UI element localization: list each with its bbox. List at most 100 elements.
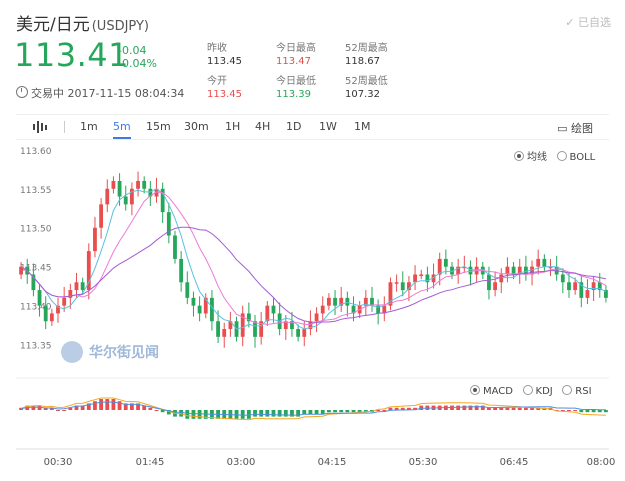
tab-1w[interactable]: 1W xyxy=(319,120,337,133)
macd-bar xyxy=(43,407,48,410)
candle-body xyxy=(19,266,23,275)
candle-body xyxy=(573,282,578,291)
candle-body xyxy=(376,305,381,314)
macd-bar xyxy=(253,410,257,417)
macd-bar xyxy=(117,401,122,410)
candle-body xyxy=(363,297,368,306)
macd-bar xyxy=(185,410,190,419)
candle-body xyxy=(271,305,276,314)
y-tick-label: 113.40 xyxy=(20,303,52,313)
tab-1h[interactable]: 1H xyxy=(225,120,241,133)
tab-1m[interactable]: 1m xyxy=(80,120,98,133)
macd-dif-line xyxy=(20,397,606,421)
candle-body xyxy=(216,321,220,337)
stat-5: 52周最低 107.32 xyxy=(345,75,388,101)
candlestick-icon[interactable] xyxy=(32,120,48,134)
macd-bar xyxy=(388,407,393,410)
legend-kdj[interactable]: KDJ xyxy=(522,385,553,397)
candle-body xyxy=(505,266,510,275)
macd-bar xyxy=(74,405,79,410)
macd-bar xyxy=(259,410,264,417)
candle-body xyxy=(523,266,528,275)
draw-button[interactable]: ▭ 绘图 xyxy=(557,120,593,136)
candle-body xyxy=(210,297,214,322)
candle-body xyxy=(560,274,565,283)
tab-4h[interactable]: 4H xyxy=(255,120,271,133)
macd-bar xyxy=(154,410,159,411)
candle-body xyxy=(99,204,104,228)
tab-30m[interactable]: 30m xyxy=(184,120,209,133)
candle-body xyxy=(56,305,60,314)
candle-body xyxy=(228,321,233,330)
stat-1: 今日最高 113.47 xyxy=(276,42,316,68)
favorite-toggle[interactable]: ✓ 已自选 xyxy=(565,16,611,29)
price-change: -0.04 -0.04% xyxy=(118,44,157,70)
candle-body xyxy=(339,297,344,306)
draw-label: 绘图 xyxy=(571,122,593,135)
candle-body xyxy=(425,274,430,283)
candle-body xyxy=(166,212,171,236)
macd-bar xyxy=(191,410,196,419)
macd-bar xyxy=(585,410,590,413)
candle-body xyxy=(142,180,147,189)
pair-code: (USDJPY) xyxy=(91,19,149,34)
candle-body xyxy=(499,274,504,283)
macd-bar xyxy=(49,407,54,410)
candle-body xyxy=(179,258,184,283)
stat-4: 今日最低 113.39 xyxy=(276,75,316,101)
macd-bar xyxy=(308,410,313,415)
legend-rsi[interactable]: RSI xyxy=(562,385,592,397)
candle-body xyxy=(443,258,448,267)
macd-bar xyxy=(240,410,245,419)
candle-body xyxy=(173,235,177,259)
candle-body xyxy=(154,188,159,197)
macd-bar xyxy=(499,407,504,410)
ma5-line xyxy=(20,188,607,330)
ma10-line xyxy=(20,191,607,325)
radio-boll xyxy=(556,151,567,161)
ma20-line xyxy=(20,226,606,323)
legend-macd[interactable]: MACD xyxy=(470,385,513,397)
legend-boll[interactable]: BOLL xyxy=(556,151,595,163)
macd-bar xyxy=(197,410,202,419)
stat-label: 52周最高 xyxy=(345,43,388,54)
macd-bar xyxy=(511,407,516,410)
candle-body xyxy=(111,180,116,189)
macd-bar xyxy=(148,407,153,410)
tab-1d[interactable]: 1D xyxy=(286,120,302,133)
x-tick-label: 04:15 xyxy=(318,457,347,468)
trading-status: 交易中 2017-11-15 08:04:34 xyxy=(16,85,184,101)
candle-body xyxy=(536,258,541,267)
candle-body xyxy=(191,297,196,306)
stat-value: 113.39 xyxy=(276,89,311,100)
candle-body xyxy=(80,282,85,291)
candle-body xyxy=(413,274,417,283)
stat-label: 今开 xyxy=(207,76,227,87)
x-tick-label: 06:45 xyxy=(500,457,529,468)
stat-value: 113.45 xyxy=(207,89,242,100)
toolbar-divider xyxy=(64,121,65,133)
macd-bar xyxy=(302,410,307,415)
macd-bar xyxy=(505,407,510,410)
candle-body xyxy=(326,297,331,306)
stat-2: 52周最高 118.67 xyxy=(345,42,388,68)
tab-15m[interactable]: 15m xyxy=(146,120,171,133)
macd-bar xyxy=(573,410,578,411)
macd-bar xyxy=(179,410,184,417)
candle-body xyxy=(314,313,319,322)
candle-body xyxy=(253,321,257,337)
change-value: -0.04 xyxy=(118,44,147,57)
legend-ma[interactable]: 均线 xyxy=(514,151,547,163)
candle-body xyxy=(259,321,264,337)
tab-1m[interactable]: 1M xyxy=(354,120,371,133)
y-tick-label: 113.35 xyxy=(20,342,52,352)
candle-body xyxy=(296,329,301,337)
macd-bar xyxy=(326,410,331,413)
candle-body xyxy=(49,313,54,322)
tab-5m[interactable]: 5m xyxy=(113,120,131,139)
macd-bar xyxy=(523,407,528,410)
macd-bar xyxy=(93,401,97,410)
macd-bar xyxy=(19,407,23,410)
candle-body xyxy=(462,266,467,269)
